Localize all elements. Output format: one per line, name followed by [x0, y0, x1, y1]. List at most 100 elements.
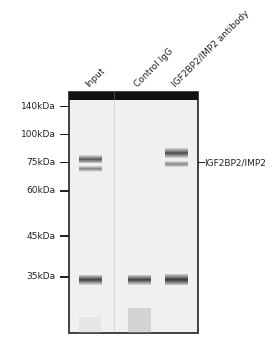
Bar — [165, 280, 188, 281]
Bar — [165, 281, 188, 282]
Text: IGF2BP2/IMP2: IGF2BP2/IMP2 — [204, 158, 266, 167]
Bar — [128, 280, 151, 281]
Bar — [165, 149, 188, 150]
Bar — [165, 274, 188, 275]
Bar — [165, 150, 188, 151]
Bar — [128, 277, 151, 278]
Bar — [165, 161, 188, 162]
Bar — [165, 166, 188, 167]
Bar — [79, 280, 102, 281]
Bar — [165, 279, 188, 280]
Bar — [79, 282, 102, 283]
Bar — [79, 281, 102, 282]
Bar — [79, 161, 102, 162]
Bar — [79, 169, 102, 170]
Bar — [79, 278, 102, 279]
Bar — [79, 279, 102, 280]
Bar — [128, 283, 151, 284]
Bar — [79, 279, 102, 280]
Bar — [165, 281, 188, 282]
Bar — [198, 162, 205, 163]
Bar — [165, 164, 188, 165]
Bar — [128, 308, 151, 333]
Bar — [128, 278, 151, 279]
Bar — [79, 277, 102, 278]
Bar — [79, 157, 102, 158]
Bar — [165, 165, 188, 166]
Bar — [79, 155, 102, 156]
Bar — [79, 281, 102, 282]
Bar — [128, 275, 151, 276]
Bar — [165, 164, 188, 165]
Bar — [165, 148, 188, 149]
Bar — [60, 134, 69, 135]
Bar — [165, 283, 188, 284]
Bar — [79, 167, 102, 168]
Bar — [165, 163, 188, 164]
Bar — [165, 163, 188, 164]
Bar — [165, 283, 188, 284]
Bar — [79, 161, 102, 162]
Bar — [165, 157, 188, 158]
Text: 75kDa: 75kDa — [26, 158, 55, 167]
Bar — [79, 157, 102, 158]
Bar — [79, 160, 102, 161]
Bar — [165, 153, 188, 154]
Bar — [79, 170, 102, 171]
Bar — [79, 156, 102, 157]
Bar — [79, 167, 102, 168]
Bar — [79, 157, 102, 158]
Bar — [165, 152, 188, 153]
Bar — [60, 276, 69, 278]
Bar — [165, 156, 188, 157]
Bar — [165, 277, 188, 278]
Bar — [79, 280, 102, 281]
Bar — [79, 169, 102, 170]
Bar — [128, 278, 151, 279]
Text: Control IgG: Control IgG — [133, 47, 175, 89]
Bar — [79, 170, 102, 171]
Text: 35kDa: 35kDa — [26, 272, 55, 281]
Bar — [165, 161, 188, 162]
Bar — [128, 279, 151, 280]
Bar — [165, 156, 188, 157]
Bar — [165, 274, 188, 275]
Bar — [128, 282, 151, 283]
Bar — [79, 284, 102, 285]
Bar — [165, 164, 188, 165]
Bar — [128, 277, 151, 278]
Bar — [165, 165, 188, 166]
Bar — [165, 283, 188, 284]
Bar — [79, 168, 102, 169]
Bar — [165, 151, 188, 152]
Bar — [165, 276, 188, 277]
Bar — [165, 155, 188, 156]
Bar — [79, 158, 102, 159]
Bar — [128, 277, 151, 278]
Bar — [79, 283, 102, 284]
Bar — [60, 162, 69, 163]
Bar — [79, 276, 102, 277]
Bar — [165, 280, 188, 281]
Bar — [60, 236, 69, 237]
Bar — [79, 278, 102, 279]
Bar — [79, 169, 102, 170]
Bar — [165, 162, 188, 163]
Bar — [79, 160, 102, 161]
Bar — [165, 165, 188, 166]
Bar — [79, 155, 102, 156]
Bar — [69, 92, 198, 100]
Bar — [79, 168, 102, 169]
Text: 140kDa: 140kDa — [21, 102, 55, 111]
Bar — [165, 154, 188, 155]
Bar — [165, 150, 188, 151]
Bar — [165, 152, 188, 153]
Bar — [79, 156, 102, 157]
Bar — [79, 162, 102, 163]
Bar — [165, 279, 188, 280]
Text: 100kDa: 100kDa — [20, 130, 55, 139]
Bar — [79, 277, 102, 278]
Bar — [165, 278, 188, 279]
Bar — [79, 283, 102, 284]
Bar — [79, 159, 102, 160]
